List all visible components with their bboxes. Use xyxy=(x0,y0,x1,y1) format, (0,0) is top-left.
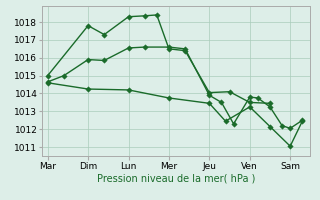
X-axis label: Pression niveau de la mer( hPa ): Pression niveau de la mer( hPa ) xyxy=(97,173,255,183)
